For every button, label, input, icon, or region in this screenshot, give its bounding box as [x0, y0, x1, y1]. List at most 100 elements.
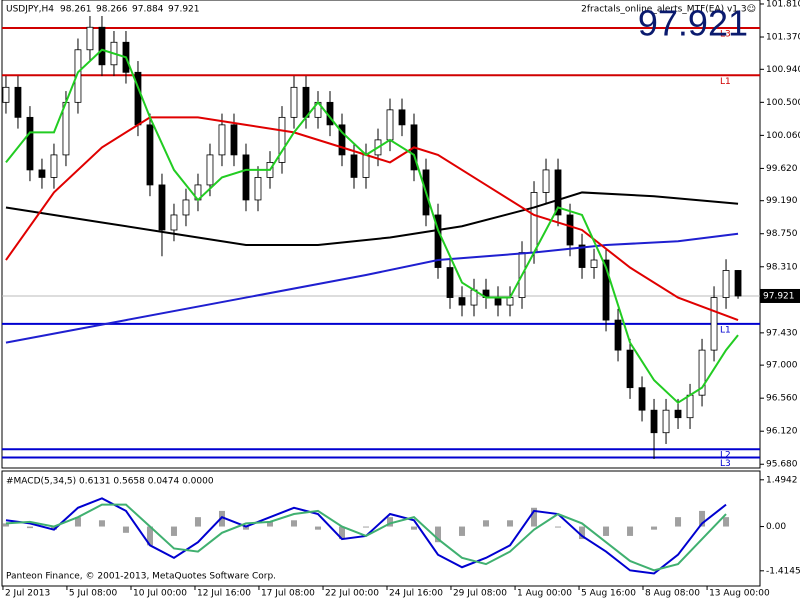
candle-body: [578, 244, 586, 268]
macd-histogram-bar: [675, 517, 682, 527]
last-price-tag: [760, 288, 800, 303]
ohlc-open: 98.261: [60, 5, 92, 15]
candle-body: [614, 319, 622, 351]
macd-line: [5, 503, 727, 572]
candle-body: [674, 409, 682, 419]
x-tick-label: 24 Jul 16:00: [389, 589, 443, 599]
candle-body: [638, 387, 646, 411]
y-tick-label: 101.370: [766, 33, 800, 43]
x-tick-label: 8 Aug 08:00: [645, 589, 700, 599]
level-label: L3: [720, 459, 731, 469]
candle-body: [566, 214, 574, 246]
macd-histogram-bar: [50, 526, 57, 530]
candle-body: [242, 154, 250, 201]
macd-histogram-bar: [242, 526, 249, 530]
candle-body: [338, 124, 346, 156]
candle-body: [542, 169, 550, 193]
candle-body: [218, 124, 226, 156]
y-tick-label: 1.4942: [766, 475, 798, 485]
x-tick-label: 2 Jul 2013: [5, 589, 50, 599]
candle-body: [686, 394, 694, 419]
y-tick-label: 99.190: [766, 196, 798, 206]
candle-body: [98, 26, 106, 66]
y-tick-label: 95.680: [766, 460, 798, 470]
x-tick-label: 12 Jul 16:00: [197, 589, 251, 599]
candle-body: [386, 109, 394, 141]
candle-body: [74, 49, 82, 103]
y-tick-label: 96.560: [766, 394, 798, 404]
macd-histogram-bar: [627, 526, 634, 536]
macd-histogram-bar: [435, 526, 442, 543]
ma-line: [5, 232, 739, 344]
macd-histogram-bar: [507, 520, 514, 527]
main-panel-frame: [1, 0, 761, 469]
macd-histogram-bar: [194, 517, 201, 527]
macd-histogram-bar: [314, 526, 321, 530]
symbol-label: USDJPY,H4: [6, 5, 54, 15]
ohlc-low: 97.884: [132, 5, 164, 15]
y-tick-label: 100.060: [766, 131, 800, 141]
candle-body: [722, 270, 730, 298]
candle-body: [350, 154, 358, 178]
last-price-label: 97.921: [763, 291, 795, 301]
footer: Panteon Finance, © 2001-2013, MetaQuotes…: [6, 572, 276, 582]
macd-histogram-bar: [290, 520, 297, 527]
x-tick-label: 22 Jul 00:00: [325, 589, 379, 599]
candle-body: [206, 154, 214, 186]
candle-body: [398, 109, 406, 126]
macd-histogram-bar: [362, 526, 369, 528]
y-tick-label: 99.620: [766, 164, 798, 174]
candle-body: [170, 214, 178, 231]
level-label: L3: [720, 30, 731, 40]
candle-body: [230, 124, 238, 156]
y-tick-label: 100.940: [766, 65, 800, 75]
candle-body: [362, 154, 370, 178]
candle-body: [38, 169, 46, 178]
candle-body: [14, 86, 22, 118]
candle-body: [290, 86, 298, 118]
candle-body: [86, 26, 94, 51]
macd-histogram-bar: [723, 517, 730, 527]
y-tick-label: 0.00: [766, 522, 786, 532]
macd-histogram-bar: [411, 526, 418, 530]
macd-histogram-bar: [555, 526, 562, 528]
ma-line: [5, 48, 739, 404]
candle-body: [698, 349, 706, 396]
ohlc-close: 97.921: [168, 5, 200, 15]
macd-panel-frame: [1, 470, 761, 587]
candle-body: [434, 214, 442, 268]
macd-histogram-bar: [338, 526, 345, 540]
macd-histogram-bar: [579, 526, 586, 540]
candle-body: [146, 124, 154, 186]
candle-body: [554, 169, 562, 216]
candle-body: [50, 154, 58, 178]
ohlc-high: 98.266: [96, 5, 128, 15]
candle-body: [254, 177, 262, 201]
y-tick-label: 96.120: [766, 427, 798, 437]
x-tick-label: 5 Jul 08:00: [69, 589, 118, 599]
macd-histogram-bar: [651, 526, 658, 530]
macd-histogram-bar: [266, 521, 273, 527]
candle-body: [710, 297, 718, 351]
x-tick-label: 17 Jul 08:00: [261, 589, 315, 599]
y-tick-label: 100.500: [766, 98, 800, 108]
macd-histogram-bar: [531, 507, 538, 527]
macd-histogram-bar: [483, 520, 490, 527]
ma-line: [5, 191, 739, 246]
x-tick-label: 10 Jul 00:00: [133, 589, 187, 599]
level-label: L2: [720, 451, 731, 461]
candle-body: [626, 349, 634, 389]
big-price: 97.921: [638, 3, 748, 44]
candle-body: [734, 270, 742, 297]
macd-histogram-bar: [387, 517, 394, 527]
x-tick-label: 5 Aug 16:00: [581, 589, 636, 599]
y-tick-label: 101.810: [766, 0, 800, 9]
macd-label: #MACD(5,34,5) 0.6131 0.5658 0.0474 0.000…: [6, 477, 214, 487]
y-tick-label: 98.310: [766, 262, 798, 272]
candle-body: [302, 86, 310, 118]
macd-histogram-bar: [26, 526, 33, 529]
candle-body: [650, 409, 658, 434]
candle-body: [590, 259, 598, 268]
candle-body: [494, 297, 502, 306]
